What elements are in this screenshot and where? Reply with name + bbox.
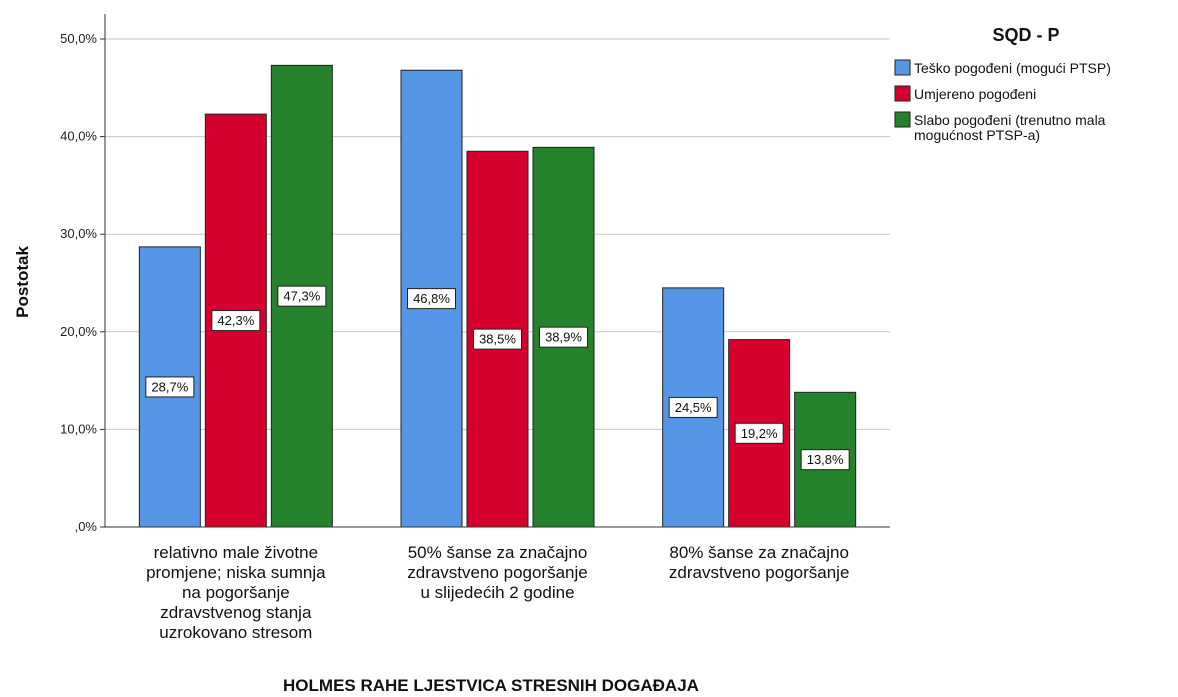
- x-category-label-line: uzrokovano stresom: [159, 623, 312, 642]
- data-label-box: [407, 288, 456, 310]
- legend-item: Slabo pogođeni (trenutno mala mogućnost P…: [894, 111, 1106, 143]
- legend-label: Slabo pogođeni (trenutno mala mogućnost P…: [914, 112, 1106, 143]
- y-tick-label: ,0%: [75, 519, 98, 534]
- legend-label-line: mogućnost PTSP-a): [914, 127, 1040, 143]
- x-category-label: 80% šanse za značajno zdravstveno pogorša…: [669, 543, 850, 582]
- data-label-text: 38,5%: [479, 332, 516, 347]
- legend-title: SQD - P: [992, 25, 1059, 45]
- data-label-text: 38,9%: [545, 330, 582, 345]
- data-label-text: 24,5%: [675, 400, 712, 415]
- legend-label: Teško pogođeni (mogući PTSP): [914, 60, 1111, 76]
- data-label: 24,5%: [668, 396, 718, 418]
- data-label-text: 42,3%: [217, 313, 254, 328]
- x-category-label-line: 80% šanse za značajno: [669, 543, 849, 562]
- data-label-text: 13,8%: [807, 452, 844, 467]
- y-tick-label: 50,0%: [60, 31, 97, 46]
- legend-swatch: [894, 59, 911, 76]
- x-category-label-line: u slijedećih 2 godine: [420, 583, 574, 602]
- bars: [138, 64, 857, 528]
- data-label: 19,2%: [734, 422, 784, 444]
- legend-item: Teško pogođeni (mogući PTSP): [894, 59, 1111, 76]
- y-tick-label: 20,0%: [60, 324, 97, 339]
- x-axis-categories: relativno male životne promjene; niska su…: [146, 543, 849, 642]
- legend-label-line: Teško pogođeni (mogući PTSP): [914, 60, 1111, 76]
- legend-swatch: [894, 85, 911, 102]
- data-label: 13,8%: [800, 449, 850, 471]
- data-label-text: 19,2%: [741, 426, 778, 441]
- data-label-text: 28,7%: [151, 379, 188, 394]
- data-labels: 28,7% 42,3% 47,3% 46,8% 38,5% 38,9% 24,5% 19,2%…: [145, 285, 850, 471]
- x-axis-title: HOLMES RAHE LJESTVICA STRESNIH DOGAĐAJA: [283, 676, 699, 695]
- x-category-label: 50% šanse za značajno zdravstveno pogorša…: [407, 543, 588, 602]
- y-tick-label: 40,0%: [60, 129, 97, 144]
- x-category-label-line: relativno male životne: [154, 543, 318, 562]
- legend-label-line: Slabo pogođeni (trenutno mala: [914, 112, 1106, 128]
- x-category-label: relativno male životne promjene; niska su…: [146, 543, 326, 642]
- data-label: 28,7%: [145, 376, 195, 398]
- data-label: 38,5%: [473, 328, 522, 350]
- axes: [104, 14, 890, 528]
- y-axis-ticks: ,0% 10,0% 20,0% 30,0% 40,0% 50,0%: [60, 31, 105, 534]
- x-category-label-line: zdravstveno pogoršanje: [407, 563, 588, 582]
- x-category-label-line: na pogoršanje: [182, 583, 290, 602]
- data-label-text: 46,8%: [413, 291, 450, 306]
- x-category-label-line: zdravstvenog stanja: [160, 603, 312, 622]
- data-label: 47,3%: [277, 285, 327, 307]
- data-label-box: [473, 328, 522, 350]
- data-label-box: [668, 396, 718, 418]
- legend-swatch: [894, 111, 911, 128]
- legend-item: Umjereno pogođeni: [894, 85, 1036, 102]
- data-label-box: [734, 422, 784, 444]
- data-label: 46,8%: [407, 288, 456, 310]
- x-category-label-line: zdravstveno pogoršanje: [669, 563, 850, 582]
- data-label: 38,9%: [539, 326, 588, 348]
- data-label-text: 47,3%: [283, 289, 320, 304]
- y-axis-title: Postotak: [13, 246, 32, 318]
- legend-label-line: Umjereno pogođeni: [914, 86, 1036, 102]
- legend-label: Umjereno pogođeni: [914, 86, 1036, 102]
- data-label-box: [211, 310, 261, 332]
- data-label-box: [145, 376, 195, 398]
- y-tick-label: 10,0%: [60, 421, 97, 436]
- legend: SQD - P Teško pogođeni (mogući PTSP) Umje…: [894, 25, 1111, 143]
- x-category-label-line: promjene; niska sumnja: [146, 563, 326, 582]
- y-tick-label: 30,0%: [60, 226, 97, 241]
- data-label-box: [539, 326, 588, 348]
- x-category-label-line: 50% šanse za značajno: [408, 543, 588, 562]
- data-label: 42,3%: [211, 310, 261, 332]
- data-label-box: [800, 449, 850, 471]
- data-label-box: [277, 285, 327, 307]
